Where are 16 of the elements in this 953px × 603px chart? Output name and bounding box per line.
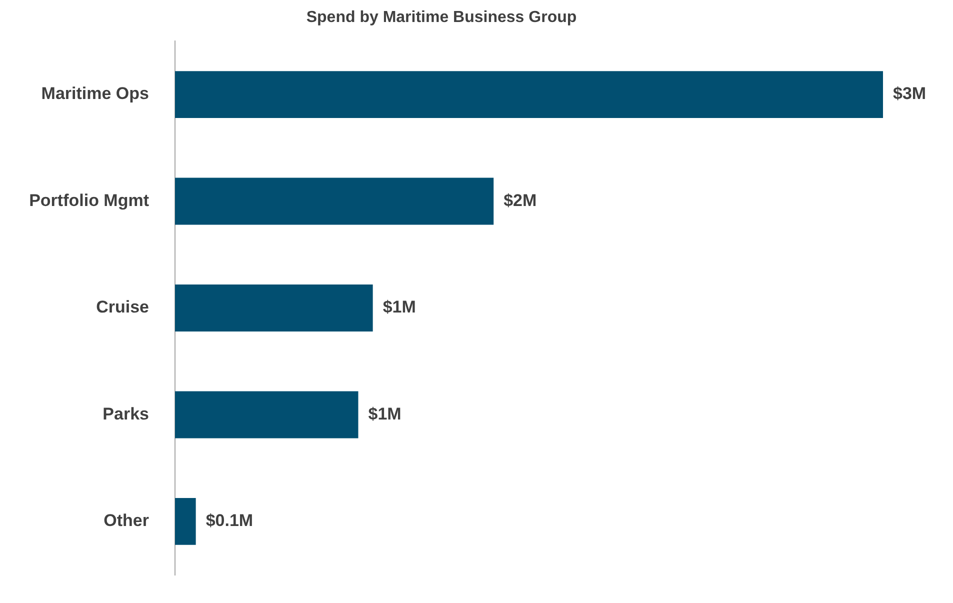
data-label: $0.1M [206, 511, 254, 530]
bar [175, 71, 883, 118]
bar [175, 391, 358, 438]
bar [175, 498, 196, 545]
data-label: $1M [368, 404, 402, 424]
data-label: $1M [382, 298, 416, 317]
bar [175, 284, 373, 332]
y-tick-label: Parks [102, 404, 149, 424]
bar [175, 178, 494, 225]
data-label: $3M [893, 84, 926, 104]
y-tick-label: Cruise [96, 298, 149, 317]
y-tick-label: Portfolio Mgmt [29, 190, 150, 210]
data-label: $2M [504, 190, 537, 210]
y-tick-label: Other [104, 511, 150, 530]
y-tick-label: Maritime Ops [41, 84, 149, 104]
chart-title: Spend by Maritime Business Group [306, 9, 577, 26]
